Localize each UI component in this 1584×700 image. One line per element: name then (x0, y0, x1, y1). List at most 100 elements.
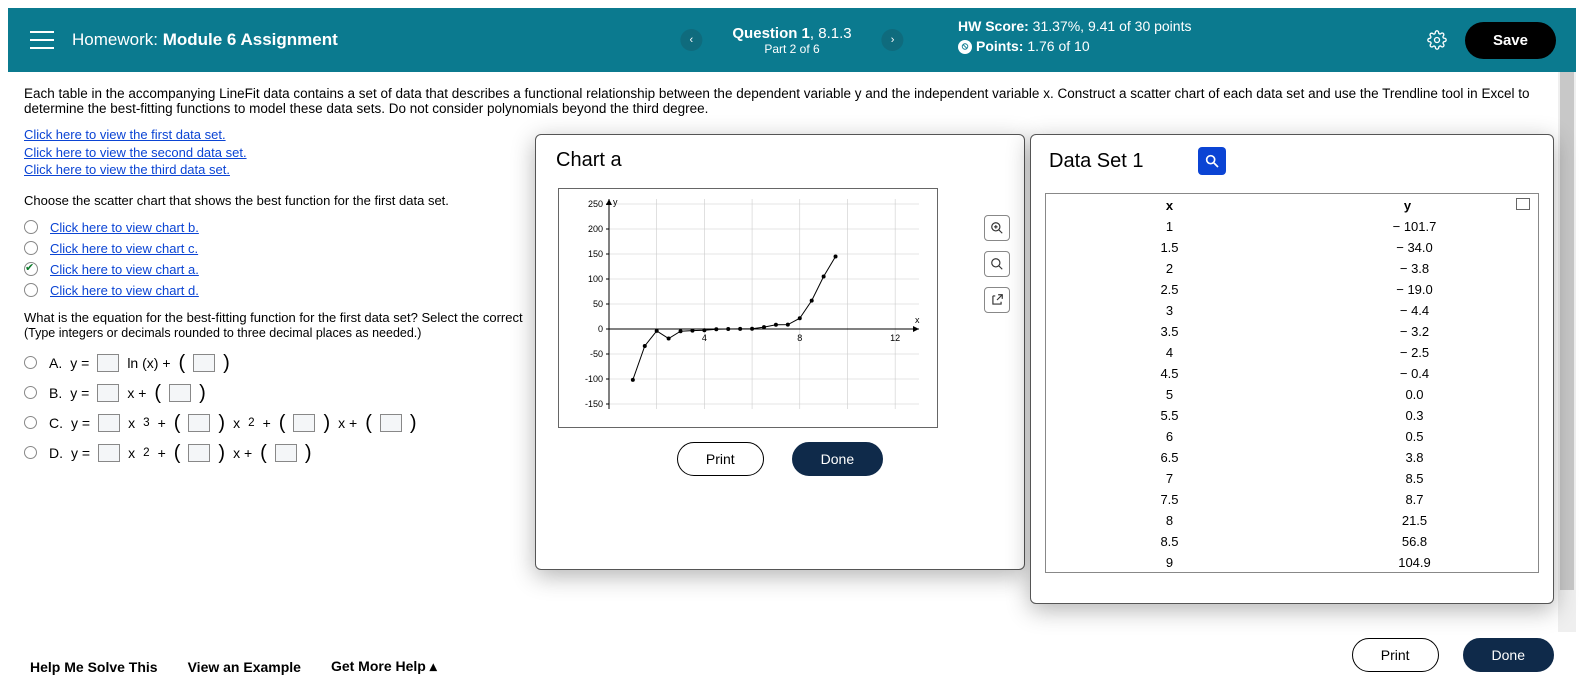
cell-x: 3 (1048, 301, 1291, 320)
table-row: 821.5 (1048, 511, 1536, 530)
question-ref: , 8.1.3 (810, 25, 852, 42)
equation-prompt: What is the equation for the best-fittin… (24, 310, 544, 340)
homework-title: Homework: Module 6 Assignment (72, 30, 338, 50)
svg-text:150: 150 (588, 249, 603, 259)
table-row: 50.0 (1048, 385, 1536, 404)
answer-c-label: C. (49, 415, 63, 431)
input-c-1[interactable] (98, 414, 120, 432)
table-row: 2.5− 19.0 (1048, 280, 1536, 299)
svg-text:x: x (915, 315, 920, 325)
chart-radio-3[interactable] (24, 283, 38, 297)
bottom-print-button[interactable]: Print (1352, 638, 1439, 672)
cell-y: 21.5 (1293, 511, 1536, 530)
svg-text:8: 8 (797, 333, 802, 343)
cell-x: 3.5 (1048, 322, 1291, 341)
table-row: 7.58.7 (1048, 490, 1536, 509)
homework-label: Homework: (72, 30, 158, 49)
chart-done-button[interactable]: Done (792, 442, 883, 476)
radio-b[interactable] (24, 386, 37, 399)
dataset-popup: Data Set 1 x y 1− 101.71.5− 34.02− 3.82.… (1030, 134, 1554, 604)
cell-y: − 3.2 (1293, 322, 1536, 341)
input-d-3[interactable] (275, 444, 297, 462)
cell-y: 8.7 (1293, 490, 1536, 509)
input-d-2[interactable] (188, 444, 210, 462)
table-row: 1− 101.7 (1048, 217, 1536, 236)
bottom-done-button[interactable]: Done (1463, 638, 1554, 672)
zoom-in-icon[interactable] (984, 215, 1010, 241)
svg-text:-100: -100 (585, 374, 603, 384)
prev-question-button[interactable]: ‹ (680, 29, 702, 51)
cell-x: 5 (1048, 385, 1291, 404)
save-button[interactable]: Save (1465, 22, 1556, 59)
cell-x: 2.5 (1048, 280, 1291, 299)
cell-x: 9 (1048, 553, 1291, 572)
cell-x: 8.5 (1048, 532, 1291, 551)
table-row: 4− 2.5 (1048, 343, 1536, 362)
svg-text:200: 200 (588, 224, 603, 234)
equation-prompt-hint: (Type integers or decimals rounded to th… (24, 326, 421, 340)
cell-y: − 4.4 (1293, 301, 1536, 320)
table-row: 1.5− 34.0 (1048, 238, 1536, 257)
cell-y: − 101.7 (1293, 217, 1536, 236)
next-question-button[interactable]: › (882, 29, 904, 51)
search-icon[interactable] (1198, 147, 1226, 175)
menu-icon[interactable] (30, 31, 54, 49)
popout-icon[interactable] (984, 287, 1010, 313)
cell-x: 2 (1048, 259, 1291, 278)
input-c-4[interactable] (380, 414, 402, 432)
data-table-wrap[interactable]: x y 1− 101.71.5− 34.02− 3.82.5− 19.03− 4… (1045, 193, 1539, 573)
cell-y: 104.9 (1293, 553, 1536, 572)
get-more-help-button[interactable]: Get More Help ▴ (331, 658, 437, 675)
scatter-chart: xy250200150100500-50-100-1504812 (558, 188, 938, 428)
cell-x: 6 (1048, 427, 1291, 446)
cell-x: 7.5 (1048, 490, 1291, 509)
chart-print-button[interactable]: Print (677, 442, 764, 476)
radio-d[interactable] (24, 446, 37, 459)
cell-x: 4 (1048, 343, 1291, 362)
gear-icon[interactable] (1427, 30, 1447, 50)
cell-y: 56.8 (1293, 532, 1536, 551)
bottom-bar: Help Me Solve This View an Example Get M… (0, 632, 1584, 700)
input-b-2[interactable] (169, 384, 191, 402)
input-c-3[interactable] (293, 414, 315, 432)
hw-score-label: HW Score: (958, 18, 1029, 34)
input-a-1[interactable] (97, 354, 119, 372)
input-c-2[interactable] (188, 414, 210, 432)
table-row: 78.5 (1048, 469, 1536, 488)
svg-text:250: 250 (588, 199, 603, 209)
answer-b-label: B. (49, 385, 62, 401)
chart-radio-0[interactable] (24, 220, 38, 234)
question-info: Question 1, 8.1.3 Part 2 of 6 (732, 25, 851, 56)
chart-link-2[interactable]: Click here to view chart a. (50, 262, 199, 277)
chart-link-1[interactable]: Click here to view chart c. (50, 241, 198, 256)
svg-text:-50: -50 (590, 349, 603, 359)
chart-radio-1[interactable] (24, 241, 38, 255)
cell-y: 0.0 (1293, 385, 1536, 404)
copy-icon[interactable] (1516, 198, 1530, 210)
cell-y: − 34.0 (1293, 238, 1536, 257)
chart-link-0[interactable]: Click here to view chart b. (50, 220, 199, 235)
chart-radio-2[interactable] (24, 262, 38, 276)
chart-link-3[interactable]: Click here to view chart d. (50, 283, 199, 298)
radio-a[interactable] (24, 356, 37, 369)
radio-c[interactable] (24, 416, 37, 429)
question-part: Part 2 of 6 (732, 42, 851, 56)
cell-x: 8 (1048, 511, 1291, 530)
input-a-2[interactable] (193, 354, 215, 372)
help-solve-button[interactable]: Help Me Solve This (30, 659, 158, 675)
view-example-button[interactable]: View an Example (188, 659, 301, 675)
data-table: x y 1− 101.71.5− 34.02− 3.82.5− 19.03− 4… (1046, 194, 1538, 573)
homework-name: Module 6 Assignment (163, 30, 338, 49)
points-value: 1.76 of 10 (1023, 38, 1089, 54)
input-d-1[interactable] (98, 444, 120, 462)
table-row: 3.5− 3.2 (1048, 322, 1536, 341)
equation-prompt-text: What is the equation for the best-fittin… (24, 310, 523, 325)
zoom-out-icon[interactable] (984, 251, 1010, 277)
table-row: 9104.9 (1048, 553, 1536, 572)
svg-text:y: y (613, 197, 618, 207)
input-b-1[interactable] (97, 384, 119, 402)
cell-y: − 19.0 (1293, 280, 1536, 299)
dataset-title: Data Set 1 (1049, 150, 1144, 173)
table-row: 8.556.8 (1048, 532, 1536, 551)
table-row: 3− 4.4 (1048, 301, 1536, 320)
